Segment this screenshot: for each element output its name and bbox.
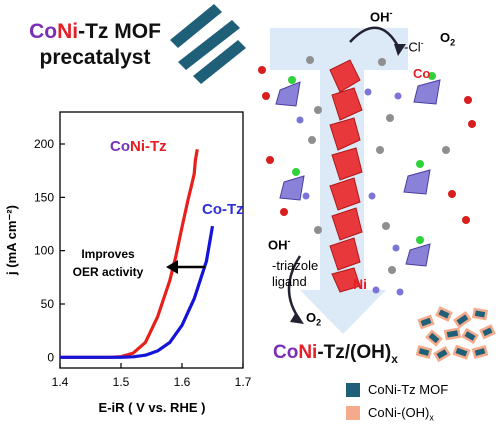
series-label-coni: CoNi-Tz bbox=[110, 138, 167, 155]
ni-atom-label: Ni bbox=[353, 276, 367, 292]
co-atom-label: Co bbox=[413, 66, 431, 81]
title-line-2: precatalyst bbox=[39, 46, 151, 69]
product-label: CoNi-Tz/(OH)x bbox=[273, 342, 398, 366]
legend-swatch-mof bbox=[346, 383, 360, 397]
y-tick-label: 150 bbox=[34, 190, 54, 204]
cl-loss-label: -Cl- bbox=[404, 38, 424, 55]
o2-top-label: O2 bbox=[440, 30, 456, 48]
title-rest: -Tz MOF bbox=[78, 20, 161, 43]
legend-item-mof: CoNi-Tz MOF bbox=[368, 382, 449, 397]
legend-item-hydroxide: CoNi-(OH)x bbox=[368, 405, 434, 423]
series-label-part: Ni bbox=[130, 138, 145, 155]
oh-bottom-label: OH- bbox=[268, 236, 291, 253]
series-label-part: -Tz bbox=[145, 138, 167, 155]
x-tick-label: 1.6 bbox=[174, 375, 191, 389]
title-ni: Ni bbox=[57, 20, 79, 43]
top-curved-arrow bbox=[349, 26, 402, 51]
y-tick-label: 200 bbox=[34, 137, 54, 151]
mof-crystal-icon bbox=[170, 4, 246, 84]
legend-swatch-hydroxide bbox=[346, 406, 360, 420]
annotation-line-2: OER activity bbox=[73, 265, 144, 279]
y-tick-label: 50 bbox=[41, 297, 55, 311]
annotation-line-1: Improves bbox=[81, 247, 135, 261]
y-tick-label: 100 bbox=[34, 244, 54, 258]
plot-frame bbox=[59, 111, 244, 369]
x-axis-label: E-iR ( V vs. RHE ) bbox=[99, 400, 206, 415]
x-tick-label: 1.4 bbox=[52, 375, 69, 389]
series-label-co: Co-Tz bbox=[202, 201, 244, 218]
series-line-co-tz bbox=[60, 225, 215, 359]
top-arrowhead bbox=[394, 44, 406, 56]
y-axis-label: j (mA cm⁻²) bbox=[4, 205, 19, 276]
y-tick-label: 0 bbox=[47, 350, 54, 364]
product-particles-icon bbox=[415, 306, 496, 363]
mof-structure-image bbox=[258, 56, 476, 296]
oh-top-label: OH- bbox=[370, 8, 393, 25]
x-tick-label: 1.7 bbox=[235, 375, 252, 389]
triazole-label: -triazole ligand bbox=[272, 258, 319, 289]
title-co: Co bbox=[29, 20, 58, 43]
bottom-arrowhead bbox=[290, 312, 304, 324]
series-label-part: Co bbox=[110, 138, 130, 155]
title-line-1: CoNi-Tz MOF bbox=[20, 20, 170, 44]
improve-arrowhead bbox=[166, 260, 178, 274]
o2-bottom-label: O2 bbox=[306, 310, 322, 328]
chart-area: 1.4 1.5 1.6 1.7 0 50 100 150 200 E-iR ( V vs. R… bbox=[4, 111, 252, 415]
x-tick-label: 1.5 bbox=[113, 375, 130, 389]
